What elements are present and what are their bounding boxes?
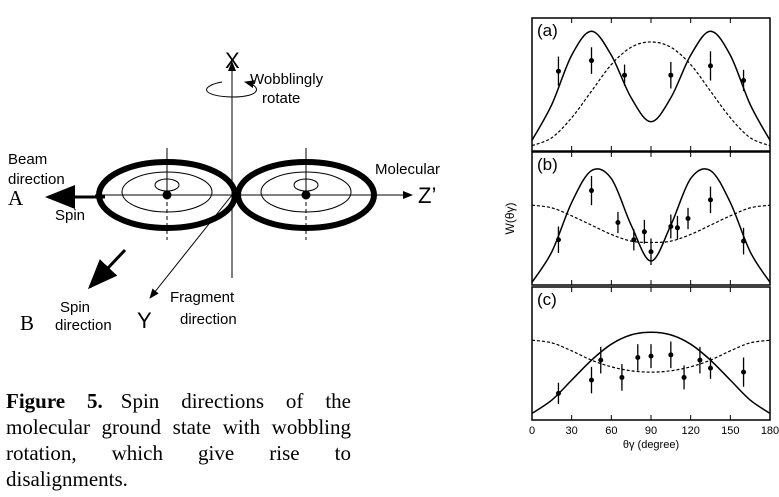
data-point	[708, 197, 713, 203]
rotate-label: rotate	[262, 90, 300, 107]
data-point	[685, 216, 691, 221]
dashed-curve	[531, 41, 771, 147]
spin-label: Spin	[55, 207, 85, 224]
x-tick-label: 30	[566, 425, 578, 437]
data-point	[668, 352, 674, 358]
data-point	[589, 188, 594, 194]
y-axis-label: W(θγ)	[503, 203, 517, 235]
data-point	[619, 374, 625, 380]
diagram: X Wobblingly rotate Beam direction Molec…	[8, 48, 440, 335]
x-tick-label: 0	[529, 425, 535, 437]
solid-curve	[531, 30, 771, 141]
rotate-label: Wobblingly	[250, 71, 324, 88]
beam-label: Beam	[8, 151, 47, 168]
data-point	[681, 374, 687, 380]
data-point	[631, 237, 637, 243]
data-point	[668, 72, 674, 78]
x-tick-label: 90	[645, 425, 657, 437]
data-point	[741, 78, 747, 84]
x-tick-label: 150	[721, 425, 739, 437]
b-label: B	[20, 311, 34, 335]
spin-direction-label: direction	[55, 317, 112, 334]
data-point	[589, 377, 594, 383]
solid-curve	[531, 168, 771, 283]
x-tick-label: 120	[681, 425, 699, 437]
x-tick-label: 180	[761, 425, 779, 437]
data-point	[708, 365, 713, 371]
y-axis-label: Y	[137, 308, 152, 333]
caption-text: Spin directions of the molecular ground …	[6, 389, 351, 491]
data-point	[741, 238, 747, 244]
spin-direction-label: Spin	[60, 299, 90, 316]
x-tick-label: 60	[605, 425, 617, 437]
x-axis-label: θγ (degree)	[623, 439, 679, 451]
solid-curve	[531, 331, 771, 414]
data-point	[589, 58, 594, 64]
data-point	[648, 353, 654, 359]
beam-label: direction	[8, 171, 65, 188]
molecular-label: Molecular	[375, 161, 440, 178]
data-point	[615, 219, 621, 225]
dashed-curve	[531, 339, 771, 373]
panel-frame	[531, 17, 771, 152]
data-point	[555, 68, 561, 74]
panel-label: (c)	[537, 290, 557, 309]
data-point	[697, 357, 703, 363]
x-axis-label: X	[225, 48, 240, 73]
data-point	[635, 354, 641, 360]
data-point	[674, 225, 680, 231]
panel-label: (a)	[537, 21, 558, 40]
data-point	[555, 390, 561, 396]
caption: Figure 5. Spin directions of the molecula…	[6, 388, 351, 492]
fragment-label: direction	[180, 311, 237, 328]
diagram-shapes	[45, 61, 413, 299]
data-point	[555, 237, 561, 243]
data-point	[708, 63, 713, 69]
data-point	[641, 229, 647, 235]
data-point	[622, 72, 628, 78]
fragment-label: Fragment	[170, 289, 235, 306]
data-point	[668, 223, 674, 229]
chart: (a) (b) W(θγ) (c) 0 30 60 90 120 150 180 θγ (degree…	[503, 17, 779, 451]
panel-label: (b)	[537, 155, 558, 174]
a-label: A	[8, 186, 24, 210]
z-axis-label: Z’	[418, 183, 436, 208]
data-point	[648, 249, 654, 255]
data-point	[741, 369, 747, 375]
data-point	[598, 357, 604, 363]
caption-label: Figure 5.	[6, 389, 103, 413]
